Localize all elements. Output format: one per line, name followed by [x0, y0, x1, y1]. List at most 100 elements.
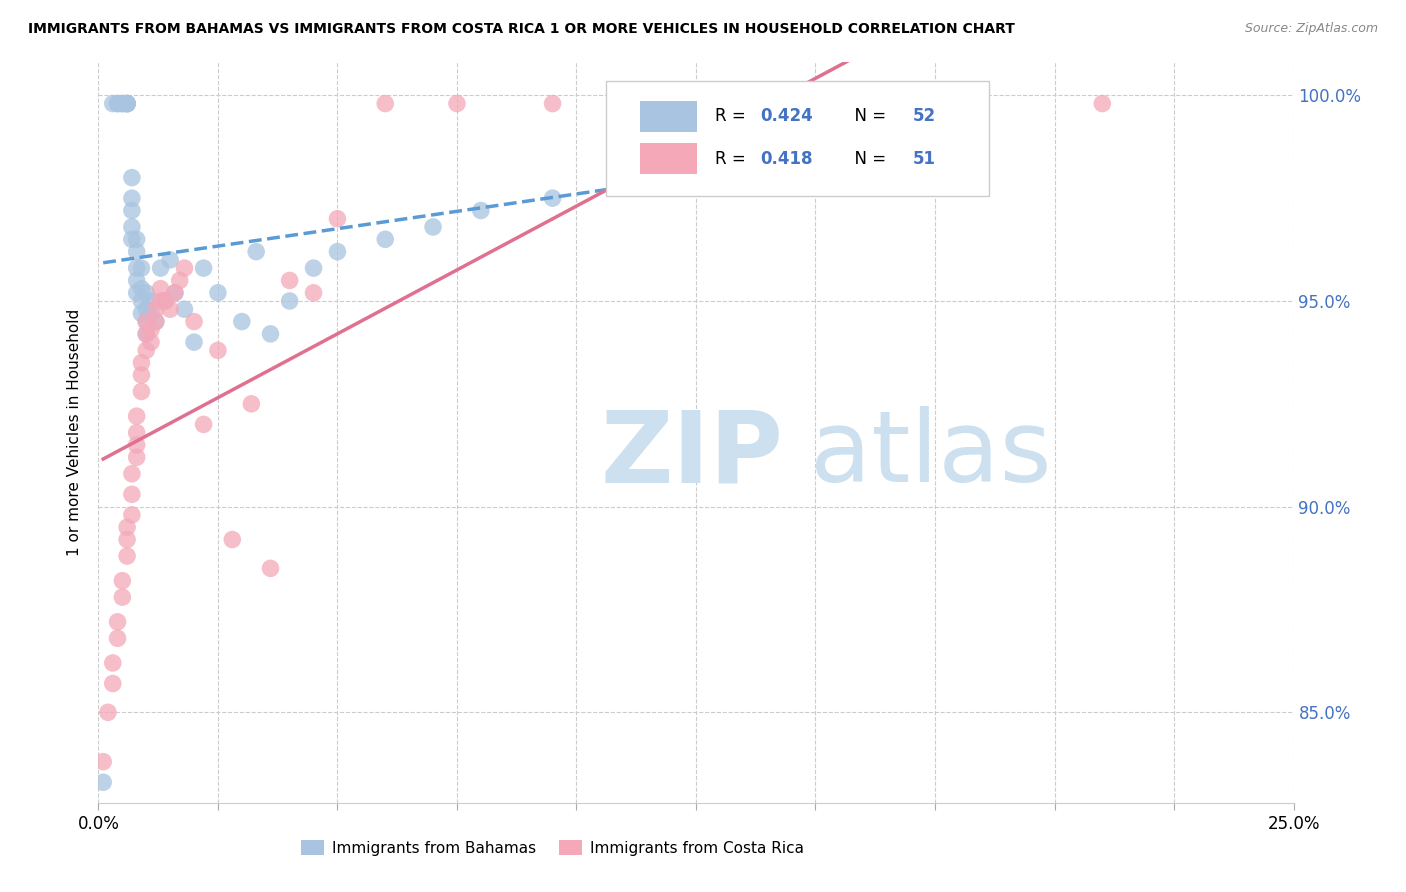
- Point: [374, 232, 396, 246]
- Point: [107, 632, 129, 646]
- Text: ZIP: ZIP: [600, 407, 783, 503]
- Point: [131, 368, 153, 382]
- Point: [131, 293, 153, 308]
- Point: [121, 170, 143, 185]
- Point: [139, 293, 162, 308]
- Point: [374, 96, 396, 111]
- Point: [139, 335, 162, 350]
- Point: [183, 335, 205, 350]
- Point: [163, 285, 186, 300]
- Point: [115, 533, 138, 547]
- Point: [207, 343, 229, 358]
- Point: [135, 343, 157, 358]
- Point: [169, 273, 191, 287]
- Point: [145, 314, 167, 328]
- Y-axis label: 1 or more Vehicles in Household: 1 or more Vehicles in Household: [67, 309, 83, 557]
- Text: R =: R =: [716, 108, 751, 126]
- Point: [661, 96, 683, 111]
- Point: [804, 96, 827, 111]
- Point: [111, 574, 134, 588]
- Point: [221, 533, 243, 547]
- Point: [111, 590, 134, 604]
- Point: [135, 326, 157, 341]
- Point: [125, 285, 148, 300]
- Text: R =: R =: [716, 150, 751, 168]
- Point: [422, 219, 444, 234]
- Text: N =: N =: [844, 150, 891, 168]
- Point: [135, 314, 157, 328]
- Point: [302, 261, 325, 276]
- Point: [948, 96, 970, 111]
- Point: [107, 96, 129, 111]
- Legend: Immigrants from Bahamas, Immigrants from Costa Rica: Immigrants from Bahamas, Immigrants from…: [295, 834, 810, 862]
- Point: [193, 261, 215, 276]
- Point: [1091, 96, 1114, 111]
- Text: atlas: atlas: [810, 407, 1052, 503]
- Point: [131, 261, 153, 276]
- Point: [131, 282, 153, 296]
- Point: [125, 450, 148, 465]
- Point: [163, 285, 186, 300]
- Point: [245, 244, 267, 259]
- Point: [97, 706, 120, 720]
- Point: [111, 96, 134, 111]
- Point: [139, 323, 162, 337]
- Point: [121, 487, 143, 501]
- Text: 0.418: 0.418: [761, 150, 813, 168]
- Point: [159, 252, 181, 267]
- Point: [125, 409, 148, 424]
- Point: [446, 96, 468, 111]
- Point: [107, 615, 129, 629]
- Point: [115, 520, 138, 534]
- Point: [326, 244, 349, 259]
- Point: [111, 96, 134, 111]
- Point: [101, 656, 124, 670]
- Point: [115, 96, 138, 111]
- Point: [135, 326, 157, 341]
- Point: [709, 96, 731, 111]
- Point: [278, 293, 301, 308]
- Text: IMMIGRANTS FROM BAHAMAS VS IMMIGRANTS FROM COSTA RICA 1 OR MORE VEHICLES IN HOUS: IMMIGRANTS FROM BAHAMAS VS IMMIGRANTS FR…: [28, 22, 1015, 37]
- Point: [121, 203, 143, 218]
- FancyBboxPatch shape: [606, 81, 988, 195]
- Point: [139, 306, 162, 320]
- Point: [278, 273, 301, 287]
- Point: [149, 282, 172, 296]
- Point: [207, 285, 229, 300]
- Point: [121, 191, 143, 205]
- Point: [149, 261, 172, 276]
- Point: [91, 755, 114, 769]
- Point: [115, 96, 138, 111]
- Point: [259, 561, 281, 575]
- Point: [115, 96, 138, 111]
- Point: [145, 302, 167, 317]
- Point: [541, 191, 564, 205]
- Point: [125, 425, 148, 440]
- Point: [149, 293, 172, 308]
- Point: [135, 302, 157, 317]
- Point: [121, 467, 143, 481]
- Point: [613, 178, 636, 193]
- Point: [155, 293, 177, 308]
- Point: [240, 397, 263, 411]
- Point: [91, 775, 114, 789]
- Point: [135, 285, 157, 300]
- Point: [135, 314, 157, 328]
- Point: [121, 232, 143, 246]
- Point: [115, 96, 138, 111]
- Point: [155, 293, 177, 308]
- Text: N =: N =: [844, 108, 891, 126]
- Point: [107, 96, 129, 111]
- Point: [302, 285, 325, 300]
- Text: 0.424: 0.424: [761, 108, 813, 126]
- Point: [326, 211, 349, 226]
- Point: [231, 314, 253, 328]
- FancyBboxPatch shape: [640, 143, 697, 174]
- Point: [125, 261, 148, 276]
- Point: [183, 314, 205, 328]
- Point: [145, 314, 167, 328]
- Point: [173, 302, 195, 317]
- Point: [131, 306, 153, 320]
- Point: [173, 261, 195, 276]
- Point: [101, 96, 124, 111]
